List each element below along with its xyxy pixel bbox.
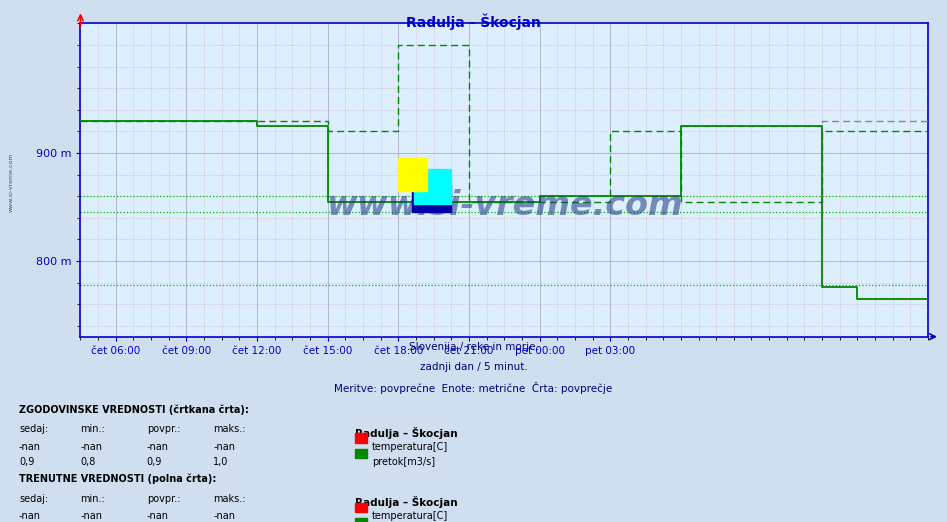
Text: Radulja – Škocjan: Radulja – Škocjan (355, 427, 457, 439)
Text: 1,0: 1,0 (213, 457, 228, 467)
Text: -nan: -nan (19, 511, 41, 521)
Text: sedaj:: sedaj: (19, 424, 48, 434)
Text: maks.:: maks.: (213, 494, 245, 504)
Text: -nan: -nan (213, 442, 235, 452)
Text: temperatura[C]: temperatura[C] (372, 511, 449, 521)
Text: 0,8: 0,8 (80, 457, 96, 467)
Bar (399, 159, 427, 191)
Text: TRENUTNE VREDNOSTI (polna črta):: TRENUTNE VREDNOSTI (polna črta): (19, 474, 216, 484)
Text: sedaj:: sedaj: (19, 494, 48, 504)
Text: ZGODOVINSKE VREDNOSTI (črtkana črta):: ZGODOVINSKE VREDNOSTI (črtkana črta): (19, 405, 249, 415)
Text: www.si-vreme.com: www.si-vreme.com (9, 153, 14, 212)
Text: -nan: -nan (80, 511, 102, 521)
Text: -nan: -nan (80, 442, 102, 452)
Text: maks.:: maks.: (213, 424, 245, 434)
Text: min.:: min.: (80, 494, 105, 504)
Text: 0,9: 0,9 (147, 457, 162, 467)
Text: zadnji dan / 5 minut.: zadnji dan / 5 minut. (420, 362, 527, 372)
Bar (412, 185, 452, 212)
Text: povpr.:: povpr.: (147, 494, 180, 504)
Text: Radulja - Škocjan: Radulja - Škocjan (406, 13, 541, 30)
Text: www.si-vreme.com: www.si-vreme.com (326, 188, 683, 222)
Text: Meritve: povprečne  Enote: metrične  Črta: povprečje: Meritve: povprečne Enote: metrične Črta:… (334, 382, 613, 394)
Text: min.:: min.: (80, 424, 105, 434)
Text: -nan: -nan (147, 442, 169, 452)
Text: pretok[m3/s]: pretok[m3/s] (372, 457, 436, 467)
Text: temperatura[C]: temperatura[C] (372, 442, 449, 452)
Text: -nan: -nan (19, 442, 41, 452)
Text: Slovenija / reke in morje.: Slovenija / reke in morje. (408, 342, 539, 352)
Bar (414, 169, 452, 205)
Text: -nan: -nan (147, 511, 169, 521)
Text: -nan: -nan (213, 511, 235, 521)
Text: 0,9: 0,9 (19, 457, 34, 467)
Text: povpr.:: povpr.: (147, 424, 180, 434)
Text: Radulja – Škocjan: Radulja – Škocjan (355, 496, 457, 508)
